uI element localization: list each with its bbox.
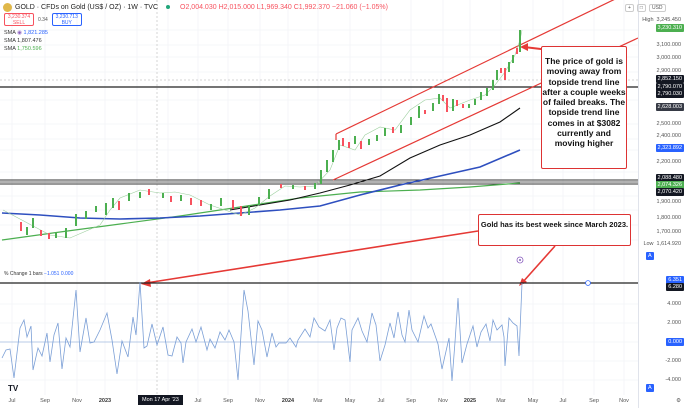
current-price-tag: 3,230.310 [655, 24, 684, 32]
gold-symbol-icon [3, 2, 12, 12]
symbol-title[interactable]: GOLD · CFDs on Gold (US$ / OZ) · 1W · TV… [15, 3, 159, 11]
level-tag: 2,790.030 [655, 90, 684, 98]
trade-buttons: 3,230.374 SELL 0.34 3,230.713 BUY [4, 13, 82, 26]
level-tag: 2,088.480 [655, 174, 684, 182]
sma-label: SMA [4, 38, 16, 44]
level-tag: 2,323.892 [655, 144, 684, 152]
sma-legend-3[interactable]: SMA 1,750.596 [4, 46, 42, 52]
pct-change-legend[interactable]: % Change 1 bars −1.051 0.000 [4, 271, 73, 277]
sma-legend-2[interactable]: SMA 1,807.476 [4, 38, 42, 44]
sma-label: SMA [4, 30, 16, 36]
ohlc-open: O2,004.030 [180, 3, 217, 11]
ohlc-close: C1,992.370 [293, 3, 330, 11]
annotation-best-week-note[interactable]: Gold has its best week since March 2023. [478, 214, 631, 246]
ohlc-high: H2,015.000 [218, 3, 255, 11]
buy-price: 3,230.713 [55, 14, 78, 20]
level-tag: 2,074.326 [655, 181, 684, 189]
x-crosshair-tooltip: Mon 17 Apr '23 [138, 395, 183, 405]
add-icon[interactable]: + [625, 4, 634, 12]
level-tag: 6.280 [666, 283, 684, 291]
buy-button[interactable]: 3,230.713 BUY [51, 13, 82, 26]
level-tag: 2,852.150 [655, 75, 684, 83]
level-tag: 6.351 [666, 276, 684, 284]
top-toolbar: + □ USD [625, 4, 666, 12]
ohlc-low: L1,969.340 [256, 3, 292, 11]
sell-price: 3,230.374 [7, 14, 31, 20]
level-tag: 2,070.420 [655, 188, 684, 196]
pct-change-value-2: 0.000 [60, 271, 74, 277]
sma-value: 1,821.285 [23, 30, 48, 36]
level-tag: 2,790.070 [655, 83, 684, 91]
sell-label: SELL [12, 19, 26, 26]
level-tag: 0.000 [666, 338, 684, 346]
auto-scale-button[interactable]: A [646, 252, 654, 260]
pct-change-value: −1.051 [44, 271, 60, 277]
market-status-icon [166, 5, 171, 9]
chart-header: GOLD · CFDs on Gold (US$ / OZ) · 1W · TV… [0, 0, 640, 14]
pct-change-label: % Change 1 bars [4, 271, 43, 277]
level-tag: 2,628.003 [655, 103, 684, 111]
sma-label: SMA [4, 46, 16, 52]
currency-select[interactable]: USD [648, 4, 666, 12]
price-chart[interactable] [0, 0, 638, 408]
tradingview-logo[interactable]: TV [8, 384, 19, 393]
sma-legend-1[interactable]: SMA ◉ 1,821.285 [4, 30, 48, 36]
sell-button[interactable]: 3,230.374 SELL [4, 13, 34, 26]
price-axis[interactable]: High 3,245.450 3,230.310 3,100.000 3,000.… [638, 0, 685, 408]
sma-value: 1,750.596 [17, 46, 42, 52]
spread-value: 0.34 [38, 16, 48, 23]
sma-value: 1,807.476 [17, 38, 42, 44]
ohlc-change: −21.060 (−1.05%) [331, 3, 388, 11]
annotation-trendline-note[interactable]: The price of gold is moving away from to… [541, 46, 627, 169]
buy-label: BUY [61, 19, 72, 26]
auto-scale-button-lower[interactable]: A [646, 384, 654, 392]
settings-icon[interactable]: ⚙ [676, 398, 681, 404]
eye-icon[interactable]: ◉ [17, 30, 22, 36]
square-icon[interactable]: □ [636, 4, 646, 12]
